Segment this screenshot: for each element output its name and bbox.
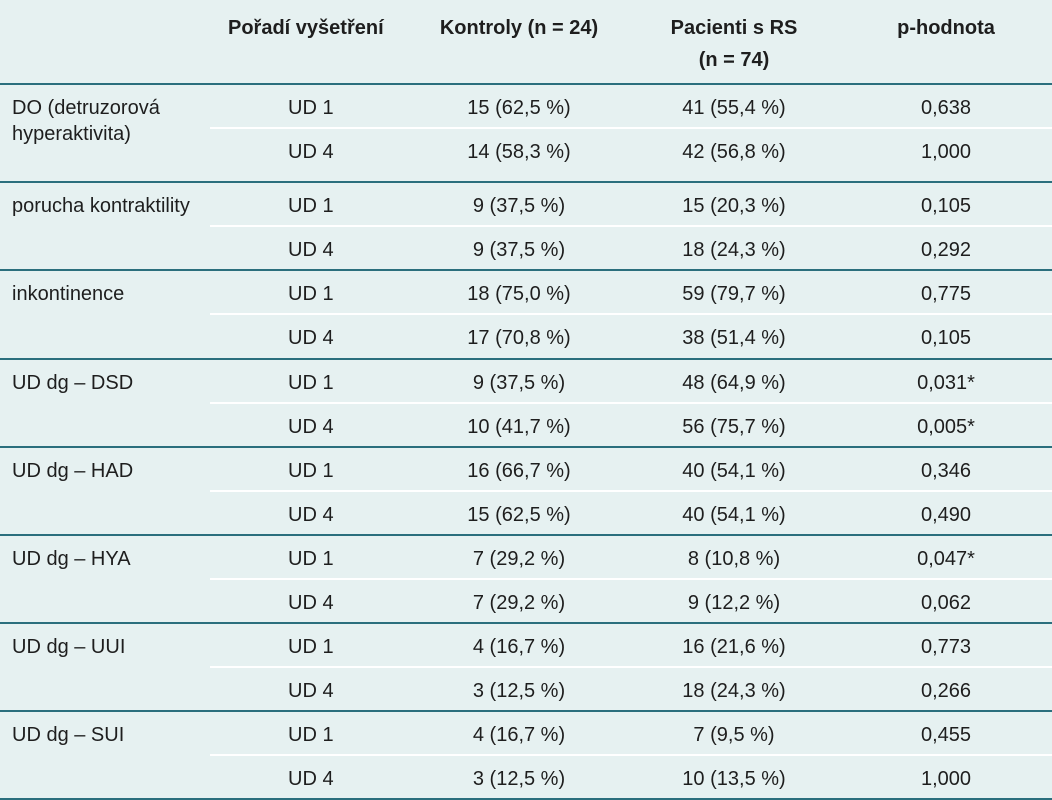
header-exam-order: Pořadí vyšetření — [210, 0, 410, 84]
exam-order-cell: UD 4 — [210, 128, 410, 184]
controls-cell: 9 (37,5 %) — [410, 226, 628, 272]
patients-cell: 41 (55,4 %) — [628, 82, 840, 130]
controls-cell: 16 (66,7 %) — [410, 446, 628, 492]
patients-cell: 9 (12,2 %) — [628, 578, 840, 624]
patients-cell: 59 (79,7 %) — [628, 270, 840, 316]
group-label: UD dg – UUI — [0, 622, 210, 712]
table-row: UD dg – HYA UD 1 7 (29,2 %) 8 (10,8 %) 0… — [0, 534, 1052, 624]
exam-order-cell: UD 4 — [210, 754, 410, 800]
table-row: UD 4 14 (58,3 %) 42 (56,8 %) 1,000 — [0, 128, 1052, 184]
controls-cell: 14 (58,3 %) — [410, 128, 628, 184]
table-row: UD 4 10 (41,7 %) 56 (75,7 %) 0,005* — [0, 402, 1052, 448]
table-row: UD 4 17 (70,8 %) 38 (51,4 %) 0,105 — [0, 314, 1052, 360]
table-row: porucha kontraktility UD 1 9 (37,5 %) 15… — [0, 182, 1052, 272]
controls-cell: 3 (12,5 %) — [410, 754, 628, 800]
header-controls: Kontroly (n = 24) — [410, 0, 628, 84]
header-row: Pořadí vyšetření Kontroly (n = 24) Pacie… — [0, 0, 1052, 84]
patients-cell: 18 (24,3 %) — [628, 226, 840, 272]
patients-cell: 48 (64,9 %) — [628, 358, 840, 404]
p-value-cell: 0,490 — [840, 490, 1052, 536]
controls-cell: 18 (75,0 %) — [410, 270, 628, 316]
exam-order-cell: UD 1 — [210, 446, 410, 492]
table-row: inkontinence UD 1 18 (75,0 %) 59 (79,7 %… — [0, 270, 1052, 360]
p-value-cell: 0,346 — [840, 446, 1052, 492]
p-value-cell: 0,105 — [840, 314, 1052, 360]
controls-cell: 9 (37,5 %) — [410, 358, 628, 404]
patients-cell: 16 (21,6 %) — [628, 622, 840, 668]
exam-order-cell: UD 4 — [210, 226, 410, 272]
controls-cell: 4 (16,7 %) — [410, 710, 628, 756]
p-value-cell: 0,292 — [840, 226, 1052, 272]
header-patients: Pacienti s RS (n = 74) — [628, 0, 840, 84]
table-row: UD 4 7 (29,2 %) 9 (12,2 %) 0,062 — [0, 578, 1052, 624]
patients-cell: 38 (51,4 %) — [628, 314, 840, 360]
controls-cell: 3 (12,5 %) — [410, 666, 628, 712]
p-value-cell: 0,775 — [840, 270, 1052, 316]
patients-cell: 18 (24,3 %) — [628, 666, 840, 712]
p-value-cell: 0,105 — [840, 182, 1052, 228]
patients-cell: 42 (56,8 %) — [628, 128, 840, 184]
exam-order-cell: UD 1 — [210, 82, 410, 130]
exam-order-cell: UD 4 — [210, 490, 410, 536]
header-patients-line2: (n = 74) — [698, 49, 770, 71]
exam-order-cell: UD 1 — [210, 182, 410, 228]
exam-order-cell: UD 4 — [210, 314, 410, 360]
p-value-cell: 1,000 — [840, 754, 1052, 800]
table-row: UD 4 9 (37,5 %) 18 (24,3 %) 0,292 — [0, 226, 1052, 272]
p-value-cell: 0,773 — [840, 622, 1052, 668]
table-row: UD dg – HAD UD 1 16 (66,7 %) 40 (54,1 %)… — [0, 446, 1052, 536]
group-label: UD dg – SUI — [0, 710, 210, 800]
p-value-cell: 0,455 — [840, 710, 1052, 756]
patients-cell: 15 (20,3 %) — [628, 182, 840, 228]
group-label: UD dg – HYA — [0, 534, 210, 624]
p-value-cell: 1,000 — [840, 128, 1052, 184]
header-p-value: p-hodnota — [840, 0, 1052, 84]
exam-order-cell: UD 1 — [210, 358, 410, 404]
controls-cell: 15 (62,5 %) — [410, 82, 628, 130]
group-label: UD dg – HAD — [0, 446, 210, 536]
p-value-cell: 0,047* — [840, 534, 1052, 580]
p-value-cell: 0,005* — [840, 402, 1052, 448]
controls-cell: 10 (41,7 %) — [410, 402, 628, 448]
header-patients-line1: Pacienti s RS — [670, 17, 798, 39]
exam-order-cell: UD 1 — [210, 270, 410, 316]
p-value-cell: 0,266 — [840, 666, 1052, 712]
header-empty — [0, 0, 210, 84]
controls-cell: 9 (37,5 %) — [410, 182, 628, 228]
controls-cell: 7 (29,2 %) — [410, 578, 628, 624]
group-label: UD dg – DSD — [0, 358, 210, 448]
exam-order-cell: UD 1 — [210, 534, 410, 580]
patients-cell: 7 (9,5 %) — [628, 710, 840, 756]
controls-cell: 7 (29,2 %) — [410, 534, 628, 580]
group-label: porucha kontraktility — [0, 182, 210, 272]
controls-cell: 4 (16,7 %) — [410, 622, 628, 668]
patients-cell: 40 (54,1 %) — [628, 446, 840, 492]
patients-cell: 10 (13,5 %) — [628, 754, 840, 800]
exam-order-cell: UD 4 — [210, 666, 410, 712]
patients-cell: 40 (54,1 %) — [628, 490, 840, 536]
group-label: DO (detruzorová hyperaktivita) — [0, 82, 210, 184]
p-value-cell: 0,638 — [840, 82, 1052, 130]
controls-cell: 15 (62,5 %) — [410, 490, 628, 536]
p-value-cell: 0,031* — [840, 358, 1052, 404]
table-row: UD dg – UUI UD 1 4 (16,7 %) 16 (21,6 %) … — [0, 622, 1052, 712]
p-value-cell: 0,062 — [840, 578, 1052, 624]
group-label: inkontinence — [0, 270, 210, 360]
table-row: UD 4 3 (12,5 %) 18 (24,3 %) 0,266 — [0, 666, 1052, 712]
patients-cell: 56 (75,7 %) — [628, 402, 840, 448]
table-row: UD 4 15 (62,5 %) 40 (54,1 %) 0,490 — [0, 490, 1052, 536]
table-row: DO (detruzorová hyperaktivita) UD 1 15 (… — [0, 82, 1052, 184]
table-row: UD dg – DSD UD 1 9 (37,5 %) 48 (64,9 %) … — [0, 358, 1052, 448]
exam-order-cell: UD 1 — [210, 622, 410, 668]
controls-cell: 17 (70,8 %) — [410, 314, 628, 360]
exam-order-cell: UD 4 — [210, 578, 410, 624]
table-row: UD 4 3 (12,5 %) 10 (13,5 %) 1,000 — [0, 754, 1052, 800]
exam-order-cell: UD 4 — [210, 402, 410, 448]
exam-order-cell: UD 1 — [210, 710, 410, 756]
patients-cell: 8 (10,8 %) — [628, 534, 840, 580]
table-row: UD dg – SUI UD 1 4 (16,7 %) 7 (9,5 %) 0,… — [0, 710, 1052, 800]
